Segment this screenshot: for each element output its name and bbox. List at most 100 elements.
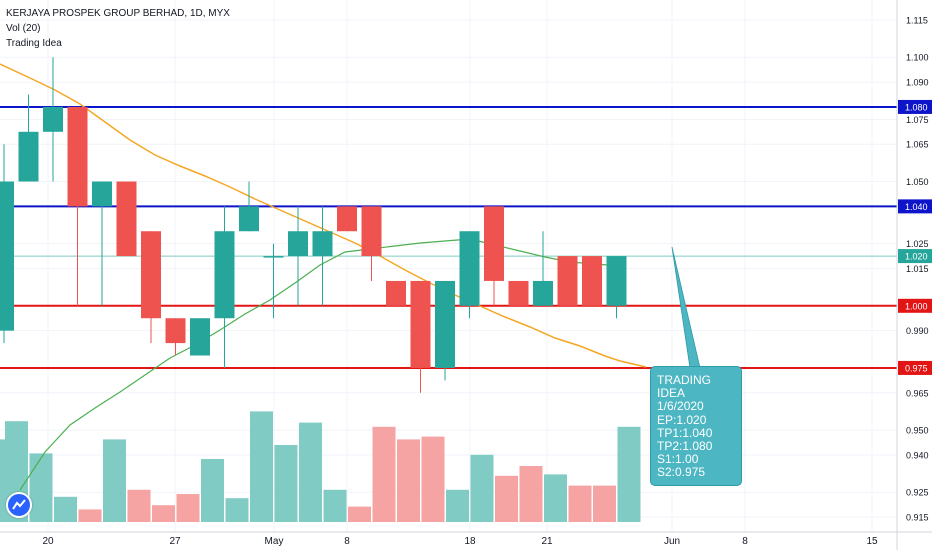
candle <box>263 243 284 319</box>
idea-line: TRADING IDEA <box>657 373 711 401</box>
date-tick-label: 27 <box>169 536 181 547</box>
candle <box>337 206 357 232</box>
volume-bar <box>421 436 445 522</box>
idea-pointer <box>671 246 701 369</box>
candle-body <box>410 280 431 368</box>
price-tag <box>898 360 932 375</box>
candle <box>67 106 88 306</box>
candle <box>361 206 382 281</box>
candle-body <box>67 106 88 207</box>
candle-body <box>459 231 480 306</box>
candle <box>43 57 63 182</box>
candle-body <box>337 206 357 232</box>
candle <box>606 256 627 319</box>
candle-body <box>239 206 259 232</box>
idea-line: EP:1.020 <box>657 412 707 427</box>
trading-idea-label[interactable]: Trading Idea <box>6 38 62 49</box>
candle <box>484 206 504 306</box>
price-tag-label: 1.020 <box>905 252 928 262</box>
candle <box>18 94 39 182</box>
volume-bar <box>568 485 592 522</box>
volume-indicator-label[interactable]: Vol (20) <box>6 23 41 34</box>
candle-body <box>92 181 112 207</box>
date-tick-label: 20 <box>42 536 54 547</box>
volume-bar <box>397 439 420 522</box>
candle-body <box>165 318 186 344</box>
candle <box>557 256 578 306</box>
candle-body <box>582 256 602 306</box>
price-tick-label: 0.925 <box>906 488 929 498</box>
volume-bar <box>446 489 469 522</box>
volume-bar <box>152 505 175 522</box>
candle-body <box>18 131 39 182</box>
date-tick-label: 21 <box>541 536 553 547</box>
volume-bar <box>544 474 567 522</box>
price-tick-label: 1.115 <box>906 15 928 25</box>
volume-bar <box>348 506 371 522</box>
volume-bar <box>495 475 518 522</box>
volume-bar <box>617 426 641 522</box>
price-tag <box>898 99 932 114</box>
candle <box>190 318 210 356</box>
price-tick-label: 1.065 <box>906 140 929 150</box>
date-axis[interactable]: 20 27 May 8 18 21 Jun 8 15 <box>0 531 932 547</box>
candle <box>141 231 161 344</box>
price-tick-label: 1.090 <box>906 78 929 88</box>
price-axis[interactable]: 0.915 0.925 0.940 0.950 0.965 0.990 1.015 1.025… <box>896 0 932 550</box>
candle <box>214 206 235 368</box>
candle <box>239 181 259 232</box>
candlesticks <box>0 57 627 393</box>
volume-bar <box>176 494 200 522</box>
date-tick-label: 8 <box>742 536 748 547</box>
candle-body <box>508 280 529 306</box>
candle-body <box>43 106 63 132</box>
volume-bar <box>299 422 322 522</box>
candle <box>508 280 529 306</box>
price-tick-label: 0.940 <box>906 450 929 460</box>
candle-body <box>435 280 455 368</box>
price-tag-label: 1.080 <box>905 102 928 112</box>
volume-bar <box>250 411 273 522</box>
price-tick-label: 1.015 <box>906 264 929 274</box>
symbol-title: KERJAYA PROSPEK GROUP BERHAD, 1D, MYX <box>6 8 230 19</box>
tradingview-logo-icon[interactable] <box>6 492 32 518</box>
candle <box>386 280 406 306</box>
candle-body <box>288 231 308 257</box>
candle-body <box>386 280 406 306</box>
candle <box>410 280 431 393</box>
volume-bar <box>593 485 616 522</box>
volume-bar <box>470 454 494 522</box>
candle <box>288 206 308 306</box>
trading-idea-callout: TRADING IDEA 1/6/2020 EP:1.020 TP1:1.040… <box>650 366 742 486</box>
candle-body <box>116 181 137 257</box>
date-tick-label: 8 <box>344 536 350 547</box>
chart-grid <box>0 0 897 532</box>
candle-body <box>312 231 333 257</box>
candle <box>312 206 333 306</box>
candle <box>459 231 480 319</box>
candle-body <box>141 231 161 319</box>
idea-line: S2:0.975 <box>657 465 706 480</box>
price-tag <box>898 298 932 313</box>
candle-body <box>0 181 14 331</box>
price-tick-label: 1.075 <box>906 115 929 125</box>
volume-bar <box>372 426 396 522</box>
price-tick-label: 0.950 <box>906 426 929 436</box>
date-tick-label: May <box>265 536 284 547</box>
candle <box>116 181 137 257</box>
candle-body <box>557 256 578 306</box>
candle <box>165 318 186 356</box>
candle-body <box>484 206 504 281</box>
date-tick-label: 15 <box>866 536 878 547</box>
date-tick-label: Jun <box>664 536 680 547</box>
volume-bar <box>78 509 102 522</box>
candle <box>92 181 112 306</box>
volume-bar <box>127 489 151 522</box>
candle-body <box>263 256 284 258</box>
price-tick-label: 0.965 <box>906 388 929 398</box>
candle-body <box>361 206 382 257</box>
price-tag-label: 1.000 <box>905 301 928 311</box>
idea-line: TP1:1.040 <box>657 425 713 440</box>
candle-body <box>190 318 210 356</box>
